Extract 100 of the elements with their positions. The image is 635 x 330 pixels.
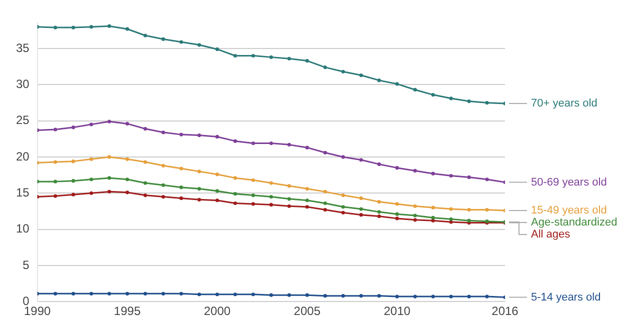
point bbox=[125, 27, 130, 31]
point bbox=[54, 292, 58, 296]
y-tick-label: 10 bbox=[16, 222, 30, 236]
x-tick-label: 2010 bbox=[384, 304, 411, 318]
x-tick-label: 1995 bbox=[114, 304, 141, 318]
point bbox=[449, 96, 453, 100]
point bbox=[287, 204, 291, 208]
point bbox=[179, 40, 184, 44]
point bbox=[251, 202, 255, 206]
point bbox=[287, 56, 291, 60]
x-tick-label: 2005 bbox=[294, 304, 321, 318]
point bbox=[143, 292, 148, 296]
point bbox=[90, 178, 94, 182]
point bbox=[449, 174, 453, 178]
text: 50-69 years old bbox=[531, 176, 607, 188]
point bbox=[125, 190, 130, 194]
point bbox=[90, 25, 94, 29]
point bbox=[377, 78, 381, 82]
point bbox=[485, 100, 489, 105]
point bbox=[197, 170, 202, 174]
point bbox=[413, 204, 417, 208]
point bbox=[197, 133, 202, 138]
point bbox=[323, 208, 327, 212]
point bbox=[269, 293, 273, 297]
point bbox=[179, 166, 184, 170]
point bbox=[269, 194, 273, 199]
point bbox=[90, 292, 94, 296]
point bbox=[305, 293, 309, 297]
point bbox=[485, 208, 489, 212]
point bbox=[197, 43, 202, 47]
point bbox=[449, 217, 453, 221]
point bbox=[215, 292, 220, 296]
point bbox=[90, 122, 94, 126]
point bbox=[323, 150, 327, 154]
point bbox=[107, 24, 112, 28]
point bbox=[143, 194, 148, 198]
point bbox=[179, 132, 184, 136]
point bbox=[72, 292, 76, 296]
point bbox=[305, 59, 309, 63]
point bbox=[161, 292, 166, 296]
point bbox=[233, 292, 237, 296]
point bbox=[305, 186, 309, 191]
text: 15-49 years old bbox=[531, 204, 607, 217]
point bbox=[341, 294, 345, 298]
point bbox=[54, 160, 58, 164]
point bbox=[215, 189, 220, 193]
point bbox=[359, 73, 363, 78]
text: 70+ years old bbox=[531, 97, 598, 110]
point bbox=[305, 146, 309, 150]
point bbox=[287, 142, 291, 146]
point bbox=[161, 130, 166, 134]
point bbox=[125, 122, 130, 126]
y-tick-label: 20 bbox=[16, 149, 30, 164]
text: 5-14 years old bbox=[531, 291, 601, 304]
point bbox=[395, 216, 399, 220]
point bbox=[377, 162, 381, 166]
point bbox=[449, 207, 453, 211]
point bbox=[359, 213, 363, 217]
y-tick-label: 25 bbox=[16, 113, 30, 128]
point bbox=[359, 196, 363, 200]
point bbox=[54, 128, 58, 132]
point bbox=[161, 164, 166, 168]
point bbox=[197, 186, 202, 191]
point bbox=[107, 176, 112, 180]
point bbox=[251, 141, 255, 146]
point bbox=[431, 92, 435, 97]
point bbox=[467, 294, 471, 298]
point bbox=[54, 194, 58, 198]
point bbox=[323, 294, 327, 298]
point bbox=[54, 26, 58, 30]
point bbox=[90, 157, 94, 161]
point bbox=[179, 292, 184, 296]
point bbox=[161, 37, 166, 41]
point bbox=[359, 294, 363, 298]
point bbox=[72, 26, 76, 30]
point bbox=[395, 294, 399, 298]
point bbox=[395, 82, 399, 86]
point bbox=[107, 190, 112, 194]
point bbox=[431, 294, 435, 298]
point bbox=[413, 88, 417, 92]
point bbox=[467, 218, 471, 222]
point bbox=[287, 197, 291, 201]
point bbox=[107, 120, 112, 124]
point bbox=[251, 194, 255, 198]
point bbox=[179, 196, 184, 200]
point bbox=[72, 179, 76, 183]
y-tick-label: 30 bbox=[16, 76, 30, 91]
point bbox=[341, 205, 345, 209]
point bbox=[107, 292, 112, 296]
point bbox=[90, 191, 94, 195]
point bbox=[485, 178, 489, 182]
point bbox=[341, 210, 345, 214]
point bbox=[413, 168, 417, 173]
point bbox=[125, 157, 130, 161]
point bbox=[215, 198, 220, 202]
point bbox=[305, 198, 309, 202]
x-tick-label: 2016 bbox=[492, 304, 519, 318]
y-tick-label: 15 bbox=[16, 185, 30, 200]
point bbox=[215, 47, 220, 52]
point bbox=[323, 201, 327, 206]
